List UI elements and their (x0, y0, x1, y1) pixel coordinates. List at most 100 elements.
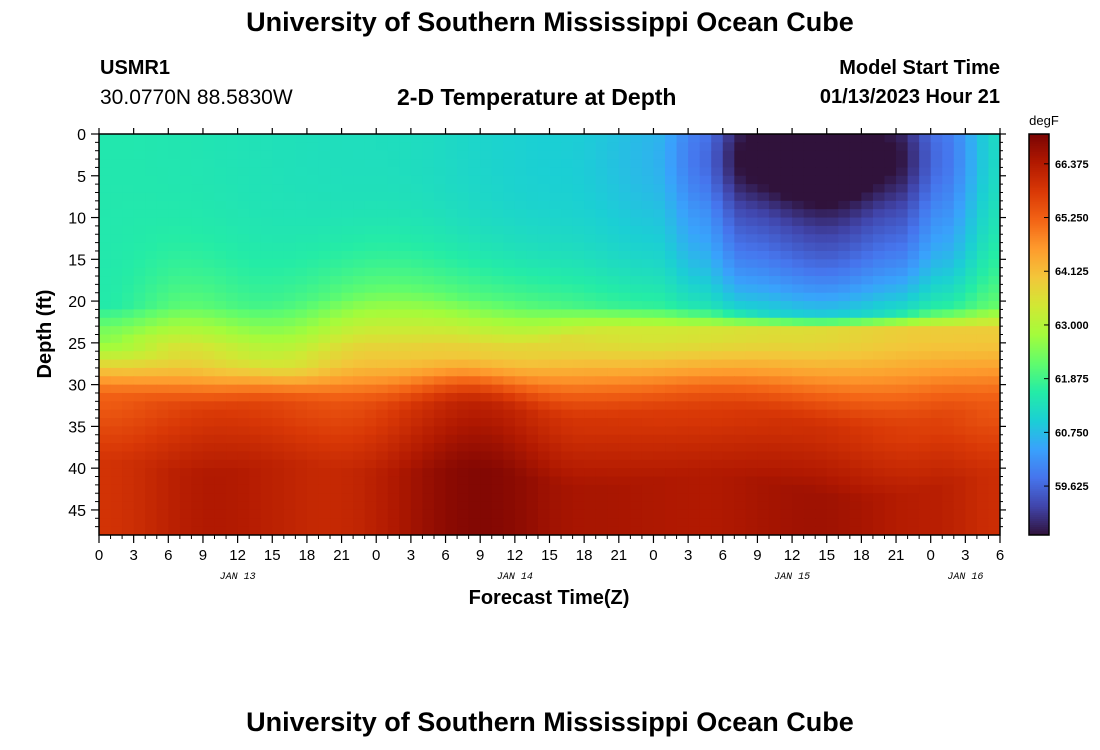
heatmap-cell (930, 217, 943, 227)
heatmap-cell (815, 367, 828, 377)
heatmap-cell (630, 493, 643, 503)
heatmap-cell (480, 326, 493, 336)
heatmap-cell (179, 200, 193, 210)
heatmap-cell (595, 501, 608, 511)
heatmap-cell (942, 434, 955, 444)
heatmap-cell (110, 167, 123, 177)
heatmap-cell (237, 225, 250, 235)
heatmap-cell (399, 301, 412, 311)
heatmap-cell (99, 159, 112, 169)
heatmap-cell (584, 518, 597, 528)
heatmap-cell (584, 134, 597, 143)
heatmap-cell (849, 493, 862, 503)
heatmap-cell (237, 142, 250, 152)
heatmap-cell (861, 167, 874, 177)
heatmap-cell (341, 159, 354, 169)
heatmap-cell (584, 150, 597, 160)
heatmap-cell (572, 367, 585, 377)
colorbar-segment (1029, 158, 1049, 161)
heatmap-cell (976, 367, 990, 377)
heatmap-cell (861, 376, 874, 386)
heatmap-cell (376, 434, 389, 444)
heatmap-cell (665, 434, 678, 444)
heatmap-cell (676, 276, 689, 285)
colorbar-segment (1029, 324, 1049, 327)
heatmap-cell (480, 309, 493, 319)
heatmap-cell (849, 384, 862, 394)
heatmap-cell (942, 292, 955, 302)
heatmap-cell (480, 250, 493, 260)
heatmap-cell (122, 509, 135, 519)
heatmap-cell (688, 250, 701, 260)
heatmap-cell (353, 376, 366, 386)
heatmap-cell (133, 175, 146, 185)
heatmap-cell (953, 493, 966, 503)
heatmap-cell (976, 459, 990, 469)
heatmap-cell (734, 484, 747, 494)
heatmap-cell (988, 284, 1000, 294)
heatmap-cell (722, 334, 735, 344)
heatmap-cell (572, 317, 585, 327)
heatmap-cell (976, 292, 990, 302)
heatmap-cell (595, 434, 608, 444)
heatmap-cell (595, 509, 608, 519)
heatmap-cell (226, 200, 239, 210)
heatmap-cell (145, 159, 158, 169)
heatmap-cell (526, 200, 539, 210)
heatmap-cell (526, 376, 539, 386)
heatmap-cell (110, 242, 123, 252)
heatmap-cell (202, 142, 216, 152)
heatmap-cell (745, 459, 759, 469)
heatmap-cell (457, 259, 470, 269)
heatmap-cell (537, 484, 551, 494)
heatmap-cell (110, 209, 123, 219)
heatmap-cell (133, 192, 146, 202)
heatmap-cell (988, 484, 1000, 494)
heatmap-cell (699, 418, 712, 427)
heatmap-cell (202, 276, 216, 285)
heatmap-cell (202, 317, 216, 327)
heatmap-cell (226, 392, 239, 402)
heatmap-cell (838, 200, 851, 210)
heatmap-cell (665, 426, 678, 436)
colorbar-segment (1029, 454, 1049, 458)
heatmap-cell (364, 276, 377, 285)
heatmap-cell (595, 284, 608, 294)
heatmap-cell (734, 418, 747, 427)
heatmap-cell (757, 518, 770, 528)
heatmap-cell (699, 200, 712, 210)
heatmap-cell (861, 359, 874, 369)
heatmap-cell (410, 351, 424, 361)
heatmap-cell (387, 476, 400, 486)
heatmap-cell (688, 359, 701, 369)
colorbar-segment (1029, 514, 1049, 518)
heatmap-cell (711, 526, 724, 535)
heatmap-cell (988, 476, 1000, 486)
heatmap-cell (410, 501, 424, 511)
heatmap-cell (364, 384, 377, 394)
heatmap-cell (665, 209, 678, 219)
heatmap-cell (907, 359, 920, 369)
heatmap-cell (838, 259, 851, 269)
heatmap-cell (318, 200, 331, 210)
heatmap-cell (422, 184, 435, 194)
colorbar-segment (1029, 412, 1049, 416)
heatmap-cell (468, 367, 481, 377)
heatmap-cell (699, 326, 712, 336)
heatmap-cell (503, 150, 516, 160)
heatmap-cell (768, 401, 782, 411)
heatmap-cell (919, 276, 932, 285)
heatmap-cell (237, 418, 250, 427)
heatmap-cell (133, 351, 146, 361)
heatmap-cell (722, 225, 735, 235)
heatmap-cell (584, 342, 597, 352)
heatmap-cell (722, 468, 735, 478)
heatmap-cell (849, 484, 862, 494)
heatmap-cell (745, 426, 759, 436)
heatmap-cell (387, 150, 400, 160)
heatmap-cell (745, 484, 759, 494)
heatmap-cell (318, 317, 331, 327)
heatmap-cell (872, 392, 886, 402)
heatmap-cell (976, 150, 990, 160)
heatmap-cell (537, 434, 551, 444)
